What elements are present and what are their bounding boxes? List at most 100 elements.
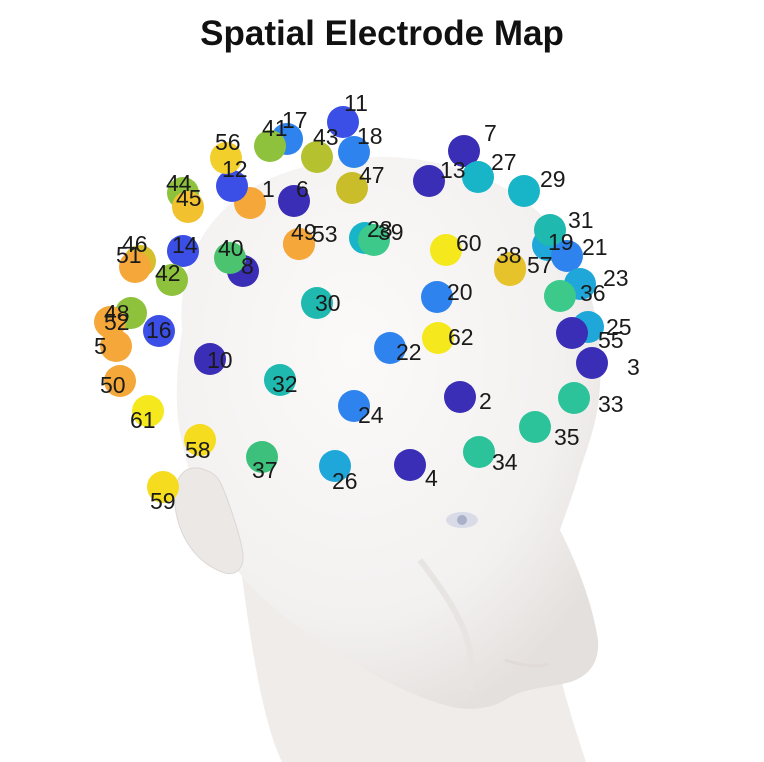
electrode-marker-33	[558, 382, 590, 414]
electrode-marker-53	[283, 228, 315, 260]
eye-iris	[457, 515, 467, 525]
mouth-line	[504, 658, 549, 668]
electrode-marker-10	[194, 343, 226, 375]
electrode-marker-56	[210, 142, 242, 174]
electrode-label-29: 29	[540, 166, 566, 192]
electrode-label-17: 17	[282, 107, 308, 133]
electrode-label-48: 48	[104, 300, 130, 326]
electrode-label-14: 14	[172, 232, 198, 258]
electrode-label-49: 49	[291, 219, 317, 245]
electrode-label-50: 50	[100, 372, 126, 398]
electrode-label-40: 40	[218, 235, 244, 261]
electrode-label-37: 37	[252, 457, 278, 483]
electrode-label-23: 23	[603, 265, 629, 291]
electrode-label-39: 39	[378, 219, 404, 245]
electrode-marker-7	[448, 135, 480, 167]
electrode-label-22: 22	[396, 339, 422, 365]
electrode-marker-13	[413, 165, 445, 197]
electrode-label-60: 60	[456, 230, 482, 256]
electrode-label-16: 16	[146, 317, 172, 343]
electrode-marker-45	[172, 191, 204, 223]
electrode-label-24: 24	[358, 402, 384, 428]
electrode-label-18: 18	[357, 123, 383, 149]
electrode-marker-20	[421, 281, 453, 313]
electrode-marker-30	[301, 287, 333, 319]
electrode-label-44: 44	[166, 170, 192, 196]
electrode-label-6: 6	[296, 176, 309, 202]
electrode-marker-5	[100, 330, 132, 362]
electrode-label-52: 52	[104, 309, 130, 335]
electrode-label-46: 46	[122, 231, 148, 257]
electrode-label-59: 59	[150, 488, 176, 514]
electrode-marker-31	[534, 214, 566, 246]
head-model	[174, 156, 601, 762]
electrode-marker-50	[104, 365, 136, 397]
electrode-marker-3	[576, 347, 608, 379]
electrode-label-36: 36	[580, 280, 606, 306]
electrode-label-12: 12	[222, 156, 248, 182]
electrode-label-53: 53	[312, 221, 338, 247]
electrode-marker-61	[132, 395, 164, 427]
electrode-label-25: 25	[606, 314, 632, 340]
electrode-marker-59	[147, 471, 179, 503]
electrode-label-47: 47	[359, 162, 385, 188]
electrode-label-31: 31	[568, 207, 594, 233]
electrode-label-5: 5	[94, 333, 107, 359]
electrode-label-43: 43	[313, 124, 339, 150]
page-title: Spatial Electrode Map	[200, 14, 564, 53]
electrode-label-62: 62	[448, 324, 474, 350]
electrode-label-19: 19	[548, 229, 574, 255]
electrode-marker-16	[143, 315, 175, 347]
cheek-shading	[417, 558, 475, 691]
electrode-marker-55	[556, 317, 588, 349]
electrode-marker-60	[430, 234, 462, 266]
electrode-label-2: 2	[479, 388, 492, 414]
electrode-marker-42	[156, 264, 188, 296]
electrode-marker-14	[167, 235, 199, 267]
electrode-marker-41	[254, 130, 286, 162]
electrode-label-61: 61	[130, 407, 156, 433]
electrode-marker-21	[551, 240, 583, 272]
electrode-marker-12	[216, 170, 248, 202]
electrode-label-4: 4	[425, 465, 438, 491]
cranium-shape	[176, 156, 601, 709]
electrode-marker-51	[119, 251, 151, 283]
electrode-label-21: 21	[582, 234, 608, 260]
electrode-label-34: 34	[492, 449, 518, 475]
electrode-label-55: 55	[598, 327, 624, 353]
electrode-label-32: 32	[272, 371, 298, 397]
electrode-markers	[94, 106, 608, 503]
electrode-marker-11	[327, 106, 359, 138]
electrode-label-26: 26	[332, 468, 358, 494]
electrode-marker-43	[301, 141, 333, 173]
electrode-label-56: 56	[215, 129, 241, 155]
electrode-label-42: 42	[155, 260, 181, 286]
electrode-marker-47	[336, 172, 368, 204]
electrode-label-20: 20	[447, 279, 473, 305]
electrode-marker-37	[246, 441, 278, 473]
electrode-label-41: 41	[262, 115, 288, 141]
electrode-marker-52	[94, 306, 126, 338]
electrode-label-3: 3	[627, 354, 640, 380]
electrode-label-28: 28	[367, 216, 393, 242]
electrode-marker-26	[319, 450, 351, 482]
electrode-label-58: 58	[185, 437, 211, 463]
electrode-label-30: 30	[315, 290, 341, 316]
electrode-label-45: 45	[176, 185, 202, 211]
electrode-marker-57	[494, 254, 526, 286]
electrode-marker-29	[508, 175, 540, 207]
electrode-marker-18	[338, 136, 370, 168]
electrode-marker-27	[462, 161, 494, 193]
electrode-marker-24	[338, 390, 370, 422]
electrode-marker-39	[358, 224, 390, 256]
electrode-marker-36	[544, 280, 576, 312]
electrode-label-11: 11	[344, 90, 368, 116]
electrode-marker-58	[184, 424, 216, 456]
electrode-marker-34	[463, 436, 495, 468]
electrode-label-33: 33	[598, 391, 624, 417]
electrode-label-7: 7	[484, 120, 497, 146]
electrode-marker-6	[278, 185, 310, 217]
